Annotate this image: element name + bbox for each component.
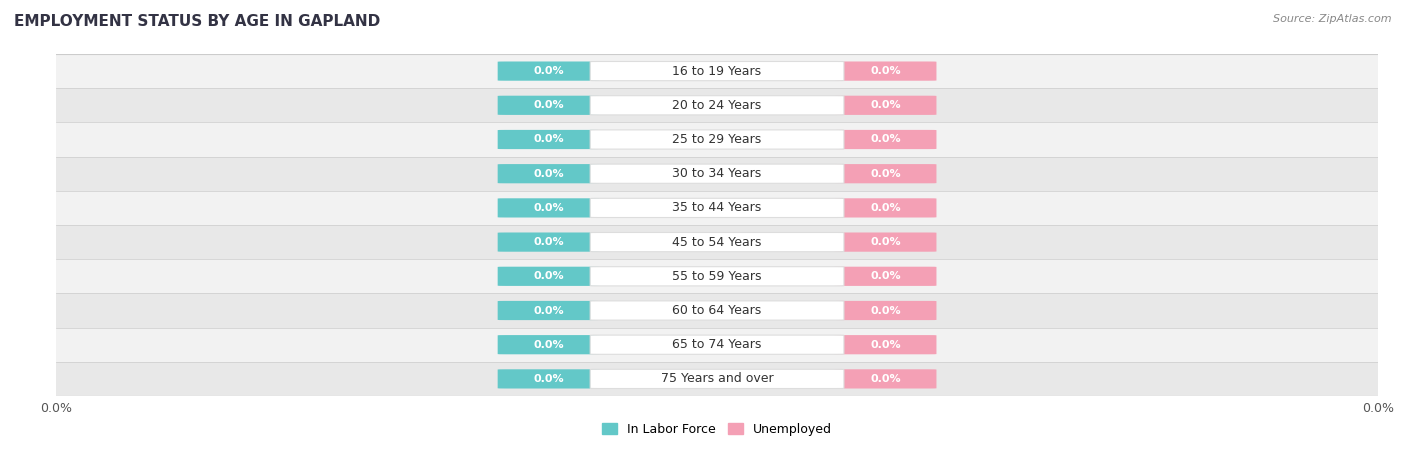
FancyBboxPatch shape xyxy=(591,301,844,320)
FancyBboxPatch shape xyxy=(835,369,936,388)
Text: 30 to 34 Years: 30 to 34 Years xyxy=(672,167,762,180)
Text: 60 to 64 Years: 60 to 64 Years xyxy=(672,304,762,317)
Legend: In Labor Force, Unemployed: In Labor Force, Unemployed xyxy=(598,418,837,441)
FancyBboxPatch shape xyxy=(591,62,844,81)
Text: 0.0%: 0.0% xyxy=(533,135,564,144)
FancyBboxPatch shape xyxy=(498,130,599,149)
FancyBboxPatch shape xyxy=(835,335,936,354)
FancyBboxPatch shape xyxy=(835,164,936,183)
FancyBboxPatch shape xyxy=(835,62,936,81)
FancyBboxPatch shape xyxy=(498,164,599,183)
FancyBboxPatch shape xyxy=(591,198,844,217)
Bar xyxy=(56,362,1378,396)
Text: 75 Years and over: 75 Years and over xyxy=(661,373,773,385)
Bar xyxy=(56,157,1378,191)
Text: 0.0%: 0.0% xyxy=(870,306,901,315)
Text: 0.0%: 0.0% xyxy=(533,340,564,350)
Text: EMPLOYMENT STATUS BY AGE IN GAPLAND: EMPLOYMENT STATUS BY AGE IN GAPLAND xyxy=(14,14,380,28)
FancyBboxPatch shape xyxy=(591,335,844,354)
Bar xyxy=(56,191,1378,225)
Text: 0.0%: 0.0% xyxy=(533,169,564,179)
Text: 0.0%: 0.0% xyxy=(533,306,564,315)
Text: 0.0%: 0.0% xyxy=(870,340,901,350)
FancyBboxPatch shape xyxy=(498,198,599,217)
Text: 0.0%: 0.0% xyxy=(870,374,901,384)
FancyBboxPatch shape xyxy=(498,62,599,81)
FancyBboxPatch shape xyxy=(498,301,599,320)
FancyBboxPatch shape xyxy=(498,267,599,286)
FancyBboxPatch shape xyxy=(835,233,936,252)
FancyBboxPatch shape xyxy=(498,96,599,115)
Text: 0.0%: 0.0% xyxy=(870,66,901,76)
FancyBboxPatch shape xyxy=(835,301,936,320)
Bar xyxy=(56,328,1378,362)
Text: 0.0%: 0.0% xyxy=(533,374,564,384)
Text: Source: ZipAtlas.com: Source: ZipAtlas.com xyxy=(1274,14,1392,23)
FancyBboxPatch shape xyxy=(835,267,936,286)
Bar xyxy=(56,122,1378,157)
Bar xyxy=(56,259,1378,293)
Text: 0.0%: 0.0% xyxy=(533,66,564,76)
Text: 0.0%: 0.0% xyxy=(870,271,901,281)
FancyBboxPatch shape xyxy=(591,267,844,286)
Text: 35 to 44 Years: 35 to 44 Years xyxy=(672,202,762,214)
FancyBboxPatch shape xyxy=(591,369,844,388)
Bar xyxy=(56,54,1378,88)
FancyBboxPatch shape xyxy=(835,96,936,115)
Text: 45 to 54 Years: 45 to 54 Years xyxy=(672,236,762,248)
FancyBboxPatch shape xyxy=(835,198,936,217)
Text: 0.0%: 0.0% xyxy=(870,100,901,110)
Bar xyxy=(56,293,1378,328)
Text: 25 to 29 Years: 25 to 29 Years xyxy=(672,133,762,146)
Text: 16 to 19 Years: 16 to 19 Years xyxy=(672,65,762,77)
Text: 65 to 74 Years: 65 to 74 Years xyxy=(672,338,762,351)
Text: 0.0%: 0.0% xyxy=(870,169,901,179)
Text: 0.0%: 0.0% xyxy=(870,135,901,144)
Text: 0.0%: 0.0% xyxy=(870,237,901,247)
Bar xyxy=(56,88,1378,122)
FancyBboxPatch shape xyxy=(591,233,844,252)
Text: 20 to 24 Years: 20 to 24 Years xyxy=(672,99,762,112)
FancyBboxPatch shape xyxy=(591,96,844,115)
Text: 0.0%: 0.0% xyxy=(870,203,901,213)
FancyBboxPatch shape xyxy=(835,130,936,149)
FancyBboxPatch shape xyxy=(591,130,844,149)
FancyBboxPatch shape xyxy=(498,335,599,354)
FancyBboxPatch shape xyxy=(498,369,599,388)
Text: 0.0%: 0.0% xyxy=(533,271,564,281)
FancyBboxPatch shape xyxy=(498,233,599,252)
FancyBboxPatch shape xyxy=(591,164,844,183)
Text: 55 to 59 Years: 55 to 59 Years xyxy=(672,270,762,283)
Text: 0.0%: 0.0% xyxy=(533,237,564,247)
Text: 0.0%: 0.0% xyxy=(533,100,564,110)
Text: 0.0%: 0.0% xyxy=(533,203,564,213)
Bar xyxy=(56,225,1378,259)
